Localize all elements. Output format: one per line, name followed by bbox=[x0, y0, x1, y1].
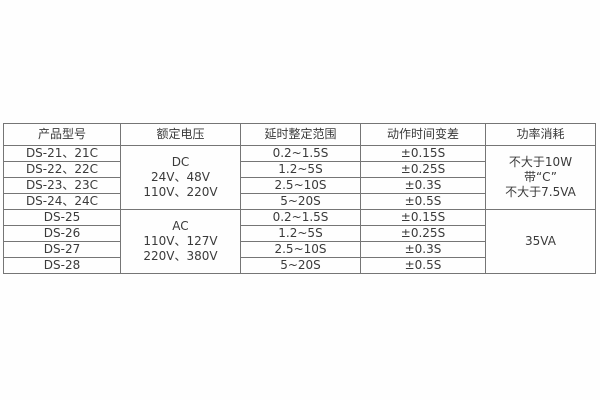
cell-model: DS-25 bbox=[3, 209, 121, 226]
cell-range: 5~20S bbox=[240, 193, 361, 210]
col-header-power-consumption: 功率消耗 bbox=[485, 123, 596, 146]
cell-model: DS-26 bbox=[3, 225, 121, 242]
cell-variation: ±0.3S bbox=[360, 177, 486, 194]
cell-range: 2.5~10S bbox=[240, 177, 361, 194]
col-header-action-time-variation: 动作时间变差 bbox=[360, 123, 486, 146]
cell-model: DS-21、21C bbox=[3, 145, 121, 162]
relay-spec-table: 产品型号 额定电压 延时整定范围 动作时间变差 功率消耗 DS-21、21C D… bbox=[3, 123, 596, 274]
col-header-product-model: 产品型号 bbox=[3, 123, 121, 146]
voltage-line: DC bbox=[171, 155, 190, 169]
table-row: DS-28 5~20S ±0.5S bbox=[3, 257, 596, 274]
cell-power-dc: 不大于10W 带“C” 不大于7.5VA bbox=[485, 145, 596, 210]
table-row: DS-23、23C 2.5~10S ±0.3S bbox=[3, 177, 596, 194]
cell-power-ac: 35VA bbox=[485, 209, 596, 274]
cell-variation: ±0.15S bbox=[360, 145, 486, 162]
voltage-line: 110V、127V bbox=[143, 234, 218, 248]
power-line: 不大于10W bbox=[508, 155, 573, 169]
cell-model: DS-24、24C bbox=[3, 193, 121, 210]
cell-model: DS-23、23C bbox=[3, 177, 121, 194]
voltage-line: AC bbox=[172, 219, 189, 233]
cell-range: 1.2~5S bbox=[240, 225, 361, 242]
cell-model: DS-27 bbox=[3, 241, 121, 258]
cell-variation: ±0.5S bbox=[360, 257, 486, 274]
table-row: DS-21、21C DC 24V、48V 110V、220V 0.2~1.5S … bbox=[3, 145, 596, 210]
cell-voltage-ac: AC 110V、127V 220V、380V bbox=[120, 209, 241, 274]
cell-variation: ±0.5S bbox=[360, 193, 486, 210]
table-row: DS-25 AC 110V、127V 220V、380V 0.2~1.5S ±0… bbox=[3, 209, 596, 274]
cell-variation: ±0.15S bbox=[360, 209, 486, 226]
power-line: 35VA bbox=[525, 234, 556, 248]
cell-variation: ±0.25S bbox=[360, 225, 486, 242]
col-header-delay-setting-range: 延时整定范围 bbox=[240, 123, 361, 146]
cell-variation: ±0.25S bbox=[360, 161, 486, 178]
voltage-line: 220V、380V bbox=[143, 249, 218, 263]
cell-range: 0.2~1.5S bbox=[240, 145, 361, 162]
voltage-line: 24V、48V bbox=[151, 170, 210, 184]
cell-model: DS-22、22C bbox=[3, 161, 121, 178]
cell-range: 5~20S bbox=[240, 257, 361, 274]
cell-model: DS-28 bbox=[3, 257, 121, 274]
power-line: 不大于7.5VA bbox=[505, 185, 576, 199]
cell-range: 1.2~5S bbox=[240, 161, 361, 178]
table-row: DS-26 1.2~5S ±0.25S bbox=[3, 225, 596, 242]
header-row: 产品型号 额定电压 延时整定范围 动作时间变差 功率消耗 bbox=[3, 123, 596, 146]
table-row: DS-27 2.5~10S ±0.3S bbox=[3, 241, 596, 258]
cell-voltage-dc: DC 24V、48V 110V、220V bbox=[120, 145, 241, 210]
col-header-rated-voltage: 额定电压 bbox=[120, 123, 241, 146]
cell-variation: ±0.3S bbox=[360, 241, 486, 258]
voltage-line: 110V、220V bbox=[143, 185, 218, 199]
cell-range: 0.2~1.5S bbox=[240, 209, 361, 226]
cell-range: 2.5~10S bbox=[240, 241, 361, 258]
power-line: 带“C” bbox=[523, 170, 558, 184]
